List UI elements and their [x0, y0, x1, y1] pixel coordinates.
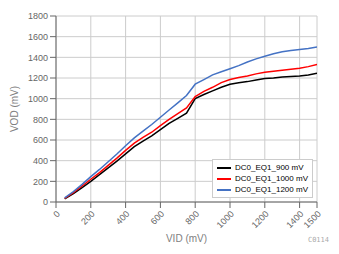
svg-text:600: 600 — [149, 209, 167, 227]
svg-text:1500: 1500 — [302, 209, 323, 230]
svg-text:800: 800 — [183, 209, 201, 227]
svg-text:600: 600 — [33, 135, 48, 145]
svg-text:0: 0 — [43, 197, 48, 207]
svg-text:1000: 1000 — [28, 94, 48, 104]
svg-text:VID (mV): VID (mV) — [166, 233, 207, 244]
svg-text:1800: 1800 — [28, 11, 48, 21]
svg-text:200: 200 — [33, 177, 48, 187]
html-text:DC0_EQ1_1200 mV: DC0_EQ1_1200 mV — [235, 185, 308, 194]
svg-text:400: 400 — [114, 209, 132, 227]
svg-text:200: 200 — [79, 209, 97, 227]
svg-text:1400: 1400 — [28, 53, 48, 63]
html-text:C0114: C0114 — [307, 236, 329, 244]
svg-text:0: 0 — [51, 209, 62, 220]
svg-text:400: 400 — [33, 156, 48, 166]
svg-text:1200: 1200 — [28, 73, 48, 83]
svg-text:800: 800 — [33, 115, 48, 125]
svg-text:VOD (mV): VOD (mV) — [9, 86, 20, 132]
svg-text:1200: 1200 — [249, 209, 270, 230]
svg-text:1400: 1400 — [284, 209, 305, 230]
svg-text:1000: 1000 — [215, 209, 236, 230]
html-text:DC0_EQ1_1000 mV: DC0_EQ1_1000 mV — [235, 174, 308, 183]
svg-text:1600: 1600 — [28, 32, 48, 42]
html-text:DC0_EQ1_900 mV: DC0_EQ1_900 mV — [235, 163, 304, 172]
